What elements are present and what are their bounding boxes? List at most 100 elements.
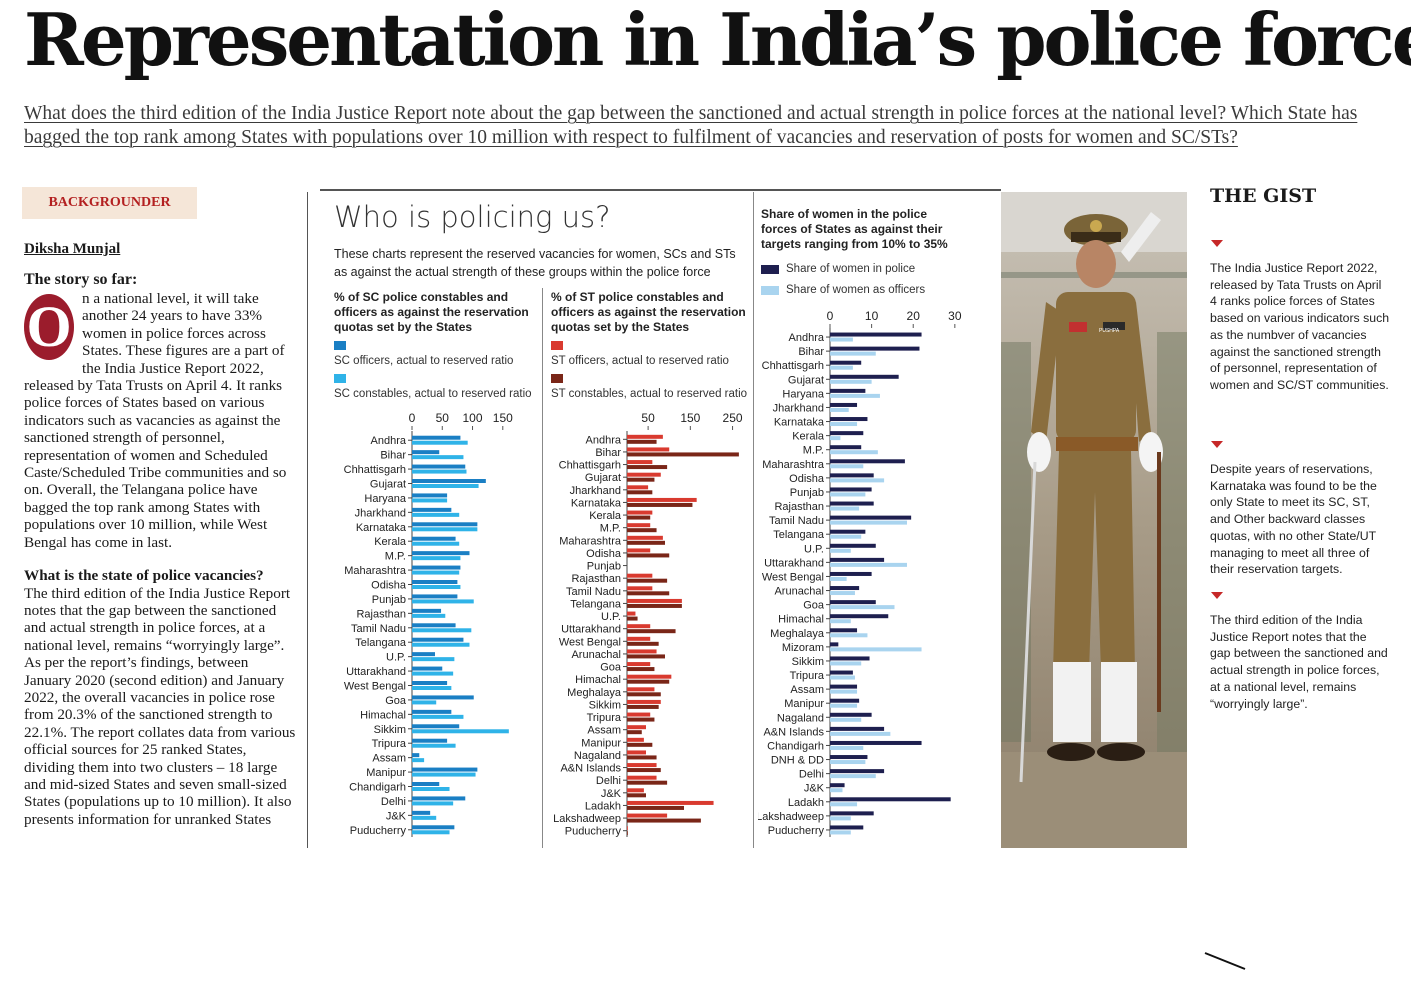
- chart-st-bar-0-2: [627, 460, 653, 465]
- chart-st-bar-0-20: [627, 687, 655, 692]
- chart-st-bar-1-21: [627, 704, 659, 709]
- chart-st-label-4: Jharkhand: [570, 485, 621, 497]
- chart-sc-label-23: Manipur: [366, 767, 406, 779]
- chart-women-bar-1-7: [830, 436, 841, 441]
- chart-sc-label-22: Assam: [372, 753, 406, 765]
- sc-officers-swatch: [334, 341, 346, 350]
- chart-divider-1: [542, 288, 543, 848]
- chart-sc-bar-1-10: [412, 585, 461, 589]
- chart-st-bar-0-9: [627, 548, 651, 553]
- chart-women-bar-0-32: [830, 783, 845, 788]
- police-officer-illustration: PUSHPA: [1001, 192, 1187, 848]
- chart-sc-bar-0-6: [412, 522, 478, 527]
- chart-st-bar-0-11: [627, 573, 653, 578]
- chart-sc-label-26: J&K: [386, 810, 407, 822]
- story-para-1: n a national level, it will take another…: [24, 290, 287, 551]
- chart-sc-bar-1-11: [412, 599, 474, 604]
- chart-st-bar-1-27: [627, 780, 668, 785]
- infographic-title: Who is policing us?: [334, 200, 611, 234]
- chart-women-label-35: Puducherry: [768, 825, 825, 837]
- chart-women-bar-0-1: [830, 346, 920, 351]
- chart-women-label-12: Rajasthan: [774, 501, 824, 513]
- chart-st-label-30: Lakshadweep: [553, 813, 621, 825]
- chart-women-bar-0-2: [830, 360, 862, 365]
- chart-sc-label-1: Bihar: [380, 450, 406, 462]
- chart-women-label-22: Mizoram: [782, 642, 824, 654]
- chart-st-bar-0-21: [627, 699, 661, 704]
- chart-st-bar-0-22: [627, 712, 651, 717]
- chart-women-bar-0-26: [830, 698, 860, 703]
- gist-bullet-2-icon: [1211, 441, 1223, 448]
- chart-sc-bar-1-14: [412, 642, 470, 647]
- chart-sc-bar-1-16: [412, 671, 454, 676]
- chart-women-bar-1-18: [830, 591, 855, 596]
- chart-st-bar-0-30: [627, 813, 668, 818]
- chart-women-label-5: Jharkhand: [773, 402, 824, 414]
- chart-sc-tick-1: 50: [436, 411, 450, 425]
- chart-sc-bar-0-13: [412, 623, 456, 628]
- chart-st-bar-1-15: [627, 629, 676, 634]
- chart-sc-bar-1-18: [412, 700, 437, 705]
- chart-women-label-21: Meghalaya: [770, 628, 825, 640]
- chart-women-bar-0-6: [830, 417, 868, 422]
- chart-st-label-12: Tamil Nadu: [566, 586, 621, 598]
- women-officers-legend: Share of women as officers: [786, 284, 926, 296]
- chart-women-bar-1-24: [830, 675, 855, 680]
- chart-st-label-27: Delhi: [596, 775, 621, 787]
- dropcap: O: [24, 294, 74, 360]
- chart-st-bar-0-27: [627, 775, 657, 780]
- chart-sc-bar-1-23: [412, 772, 476, 777]
- chart-st-label-29: Ladakh: [585, 800, 621, 812]
- chart-sc-bar-0-26: [412, 810, 431, 815]
- chart-sc-label-11: Punjab: [372, 594, 406, 606]
- chart-sc-bar-1-22: [412, 758, 425, 763]
- headline: Representation in India’s police forces: [24, 0, 1411, 82]
- chart-sc-bar-0-9: [412, 565, 461, 570]
- chart-women-bar-0-34: [830, 811, 874, 816]
- chart-sc-bar-0-2: [412, 464, 466, 469]
- chart-st-bar-0-1: [627, 447, 670, 452]
- chart-sc-label-19: Himachal: [360, 709, 406, 721]
- section-tag: BACKGROUNDER: [22, 187, 197, 219]
- chart-st-bar-0-14: [627, 611, 636, 616]
- chart-women-bar-1-20: [830, 619, 851, 624]
- chart-st-bar-1-20: [627, 692, 661, 697]
- chart-sc-bar-0-25: [412, 796, 466, 801]
- chart-sc-bar-1-19: [412, 714, 464, 719]
- women-police-legend: Share of women in police: [786, 263, 916, 275]
- chart-sc-bar-0-19: [412, 709, 452, 714]
- chart-women-bar-0-21: [830, 628, 858, 633]
- chart-sc-bar-1-8: [412, 556, 461, 561]
- chart-sc-bar-0-10: [412, 580, 458, 584]
- chart-women-label-27: Nagaland: [777, 712, 824, 724]
- byline[interactable]: Diksha Munjal: [24, 241, 121, 257]
- chart-women-bar-0-24: [830, 670, 853, 675]
- chart-women-bar-1-19: [830, 605, 895, 610]
- chart-sc-label-24: Chandigarh: [349, 782, 406, 794]
- chart-women-label-10: Odisha: [789, 473, 825, 485]
- chart-st-label-21: Sikkim: [589, 699, 621, 711]
- chart-st-bar-0-15: [627, 624, 651, 629]
- chart-women-bar-0-28: [830, 726, 885, 731]
- chart-sc-label-25: Delhi: [381, 796, 406, 808]
- chart-st-label-17: Arunachal: [571, 649, 621, 661]
- women-bar-chart: 0 10 20 30 Andhra Bihar Chhattisgarh Gujarat Har…: [758, 309, 962, 837]
- chart-women-label-30: DNH & DD: [771, 755, 824, 767]
- chart-women-bar-1-12: [830, 506, 860, 511]
- chart-sc-bar-1-9: [412, 570, 460, 575]
- chart-st-label-6: Kerala: [589, 510, 622, 522]
- chart-women-label-11: Punjab: [790, 487, 824, 499]
- chart-st-bar-1-28: [627, 793, 646, 798]
- chart-sc-label-7: Kerala: [374, 536, 407, 548]
- chart-st-bar-1-17: [627, 654, 665, 659]
- gist-item-1: The India Justice Report 2022, released …: [1210, 261, 1390, 392]
- chart-sc-bar-0-8: [412, 551, 470, 556]
- women-officers-swatch: [761, 286, 779, 295]
- chart-st-bar-1-13: [627, 603, 682, 608]
- chart-women-bar-0-15: [830, 543, 876, 548]
- page-edge-mark: [1204, 952, 1246, 970]
- chart-women-label-7: Kerala: [792, 431, 825, 443]
- sc-constables-legend: SC constables, actual to reserved ratio: [334, 388, 532, 400]
- chart-women-bar-1-0: [830, 337, 853, 342]
- chart-st-bar-0-29: [627, 800, 714, 805]
